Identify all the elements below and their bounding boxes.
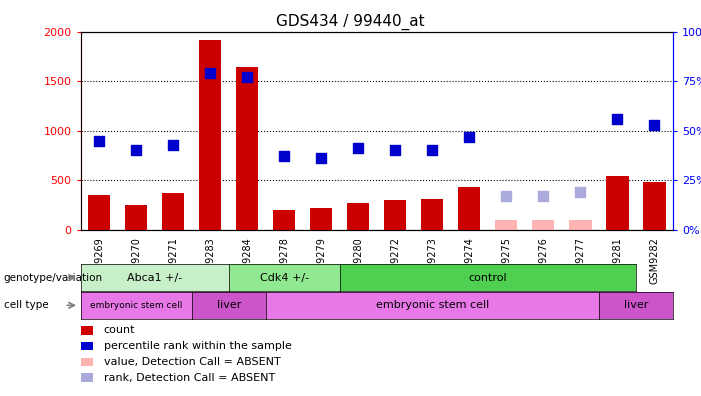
Bar [125, 205, 147, 230]
Bar [236, 67, 258, 230]
Text: GDS434 / 99440_at: GDS434 / 99440_at [276, 14, 425, 30]
Text: value, Detection Call = ABSENT: value, Detection Call = ABSENT [104, 357, 280, 367]
Text: cell type: cell type [4, 300, 48, 310]
Text: embryonic stem cell: embryonic stem cell [90, 301, 182, 310]
Point [93, 137, 104, 144]
Bar [162, 193, 184, 230]
Point [575, 189, 586, 195]
Point [390, 147, 401, 154]
Point [501, 193, 512, 199]
Text: liver: liver [217, 300, 241, 310]
Bar [384, 200, 407, 230]
Text: rank, Detection Call = ABSENT: rank, Detection Call = ABSENT [104, 373, 275, 383]
Point [168, 141, 179, 148]
Bar [273, 210, 295, 230]
Text: control: control [468, 272, 507, 283]
Bar [644, 182, 665, 230]
Point [278, 153, 290, 160]
Bar [421, 200, 444, 230]
Bar [569, 220, 592, 230]
Point [353, 145, 364, 152]
Bar [532, 220, 554, 230]
Point [464, 133, 475, 140]
Bar [199, 40, 222, 230]
Text: liver: liver [624, 300, 648, 310]
Bar [458, 187, 480, 230]
Point [538, 193, 549, 199]
Point [130, 147, 142, 154]
Bar [495, 220, 517, 230]
Point [315, 155, 327, 162]
Point [205, 70, 216, 76]
Bar [88, 195, 110, 230]
Bar [310, 208, 332, 230]
Bar [347, 203, 369, 230]
Text: embryonic stem cell: embryonic stem cell [376, 300, 489, 310]
Text: Abca1 +/-: Abca1 +/- [127, 272, 182, 283]
Point [612, 116, 623, 122]
Text: genotype/variation: genotype/variation [4, 272, 102, 283]
Text: percentile rank within the sample: percentile rank within the sample [104, 341, 292, 351]
Bar [606, 176, 629, 230]
Text: Cdk4 +/-: Cdk4 +/- [259, 272, 309, 283]
Point [242, 74, 253, 80]
Text: count: count [104, 325, 135, 335]
Point [649, 122, 660, 128]
Point [427, 147, 438, 154]
